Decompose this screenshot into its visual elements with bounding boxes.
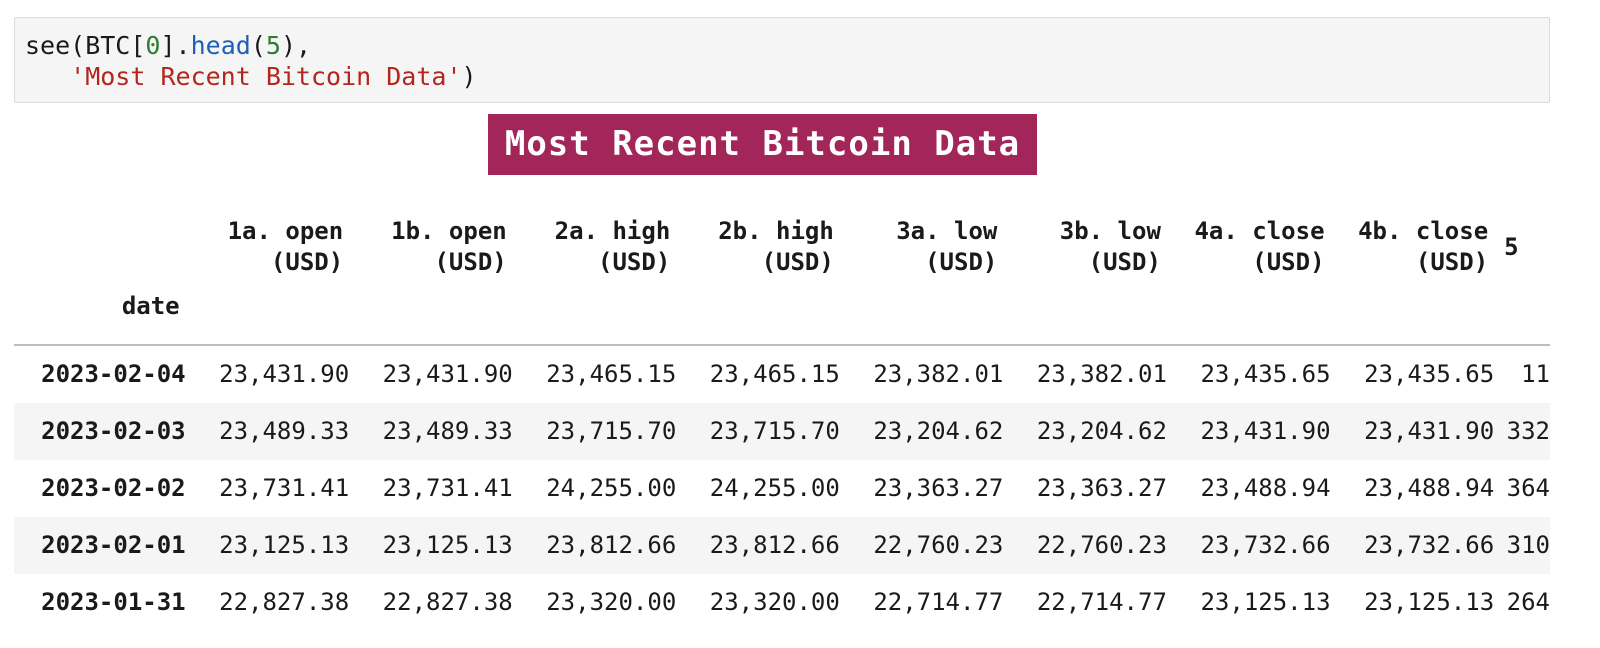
row-index: 2023-02-02: [41, 474, 186, 502]
column-header: 4b. close (USD): [1358, 217, 1489, 276]
table-cell: 264: [1506, 588, 1550, 616]
table-row: 2023-02-03 23,489.33 23,489.33 23,715.70…: [14, 403, 1550, 460]
table-cell: 23,382.01: [839, 344, 1004, 403]
row-index: 2023-02-01: [41, 531, 186, 559]
table-row: 2023-02-01 23,125.13 23,125.13 23,812.66…: [14, 517, 1550, 574]
code-token-call: see(BTC[: [25, 31, 146, 60]
table-cell: 23,465.15: [512, 344, 677, 403]
code-token-string: 'Most Recent Bitcoin Data': [70, 62, 462, 91]
table-cell: 22,714.77: [1036, 588, 1167, 616]
code-token-indent: [25, 62, 70, 91]
dataframe-table: 1a. open (USD) 1b. open (USD) 2a. high (USD…: [14, 202, 1550, 631]
table-row: 2023-02-04 23,431.90 23,431.90 23,465.15…: [14, 344, 1550, 403]
header-corner: [14, 202, 186, 292]
table-cell: 11: [1494, 344, 1550, 403]
table-row: 2023-02-02 23,731.41 23,731.41 24,255.00…: [14, 460, 1550, 517]
code-cell[interactable]: see(BTC[0].head(5), 'Most Recent Bitcoin…: [14, 17, 1550, 103]
code-token-arg: 5: [265, 31, 281, 60]
row-index: 2023-02-03: [41, 417, 186, 445]
row-index: 2023-02-04: [14, 344, 186, 403]
column-header: 3b. low (USD): [1059, 217, 1161, 276]
table-cell: 23,431.90: [349, 344, 513, 403]
code-line-1: see(BTC[0].head(5),: [25, 31, 311, 60]
table-caption-banner: Most Recent Bitcoin Data: [488, 114, 1037, 175]
table-cell: 23,715.70: [546, 417, 677, 445]
column-header: 3a. low (USD): [896, 217, 998, 276]
table-cell: 23,812.66: [546, 531, 677, 559]
code-token-dot: ].: [160, 31, 191, 60]
table-cell: 23,431.90: [185, 344, 350, 403]
index-name: date: [121, 292, 180, 320]
table-cell: 23,731.41: [382, 474, 513, 502]
table-cell: 23,489.33: [219, 417, 350, 445]
column-header: 5: [1504, 232, 1519, 261]
table-cell: 23,125.13: [1200, 588, 1331, 616]
code-token-method: head: [190, 31, 251, 60]
table-cell: 22,714.77: [873, 588, 1004, 616]
table-cell: 23,465.15: [676, 344, 840, 403]
column-header: 1b. open (USD): [391, 217, 507, 276]
table-row: 2023-01-31 22,827.38 22,827.38 23,320.00…: [14, 574, 1550, 631]
table-cell: 23,125.13: [219, 531, 350, 559]
table-cell: 23,204.62: [873, 417, 1004, 445]
table-cell: 22,827.38: [219, 588, 350, 616]
index-name-row: date: [14, 292, 1550, 345]
table-cell: 23,732.66: [1200, 531, 1331, 559]
column-header: 1a. open (USD): [227, 217, 344, 276]
table-cell: 23,320.00: [709, 588, 840, 616]
table-cell: 23,731.41: [219, 474, 350, 502]
table-cell: 23,125.13: [382, 531, 513, 559]
table-cell: 23,204.62: [1036, 417, 1167, 445]
code-token-close: ),: [280, 31, 312, 60]
table-cell: 23,431.90: [1200, 417, 1331, 445]
table-cell: 24,255.00: [546, 474, 677, 502]
table-cell: 23,488.94: [1200, 474, 1331, 502]
column-header: 4a. close (USD): [1194, 217, 1325, 276]
table-cell: 364: [1506, 474, 1550, 502]
table-cell: 23,431.90: [1364, 417, 1495, 445]
table-cell: 24,255.00: [709, 474, 840, 502]
table-cell: 22,827.38: [382, 588, 513, 616]
table-cell: 310: [1506, 531, 1550, 559]
table-cell: 23,435.65: [1166, 344, 1331, 403]
table-cell: 23,812.66: [709, 531, 840, 559]
table-cell: 23,732.66: [1364, 531, 1495, 559]
column-header-row: 1a. open (USD) 1b. open (USD) 2a. high (USD…: [14, 202, 1550, 292]
table-cell: 23,320.00: [546, 588, 677, 616]
column-header: 2a. high (USD): [554, 217, 671, 276]
table-cell: 23,435.65: [1330, 344, 1495, 403]
table-cell: 23,715.70: [709, 417, 840, 445]
column-header: 2b. high (USD): [718, 217, 834, 276]
cell-output: Most Recent Bitcoin Data 1a. open (USD) 1…: [14, 112, 1550, 648]
table-cell: 23,382.01: [1003, 344, 1167, 403]
table-cell: 22,760.23: [1036, 531, 1167, 559]
table-cell: 23,363.27: [1036, 474, 1167, 502]
table-cell: 23,489.33: [382, 417, 513, 445]
table-cell: 23,363.27: [873, 474, 1004, 502]
table-cell: 23,125.13: [1364, 588, 1495, 616]
row-index: 2023-01-31: [41, 588, 186, 616]
code-token-index: 0: [145, 31, 161, 60]
table-cell: 332: [1506, 417, 1550, 445]
table-cell: 23,488.94: [1364, 474, 1495, 502]
code-token-paren: (: [250, 31, 266, 60]
code-line-2: 'Most Recent Bitcoin Data'): [25, 62, 477, 91]
table-cell: 22,760.23: [873, 531, 1004, 559]
code-token-close-2: ): [461, 62, 477, 91]
